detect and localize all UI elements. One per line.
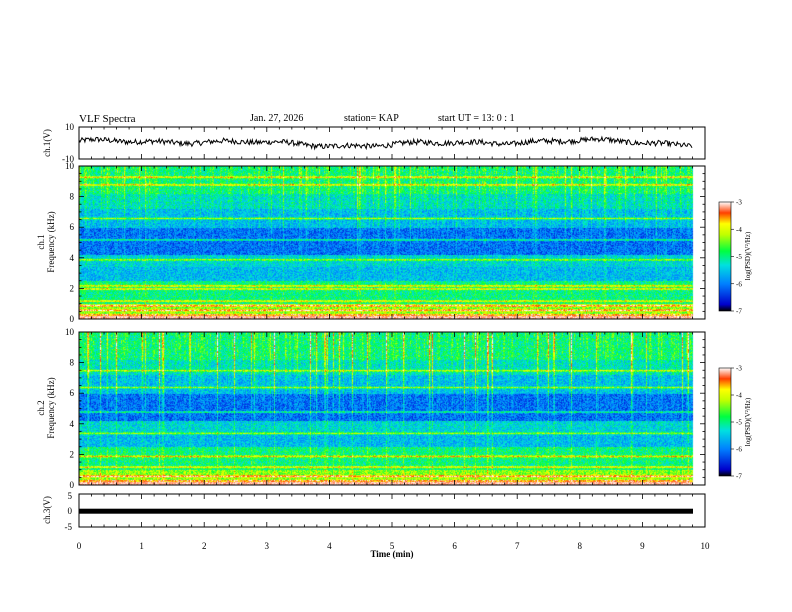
ch2-colorbar-tick: -6 [736, 446, 742, 454]
ch1-spectrogram-ylabel-top: ch.1 [36, 234, 46, 249]
ch2-ytick-label: 10 [65, 327, 75, 337]
ch1-ytick-top: 10 [65, 122, 75, 132]
ch1-colorbar-gradient [718, 201, 732, 312]
ch1-ytick-label: 8 [70, 192, 75, 202]
ch3-ytick-top: 5 [68, 491, 73, 501]
x-tick-label: 8 [578, 541, 583, 551]
ch2-colorbar-tick: -3 [736, 365, 742, 373]
ch2-colorbar-tick: -7 [736, 473, 742, 481]
ch1-colorbar-label: log(PSD)(V²/Hz) [744, 231, 752, 280]
ch1-spectrogram-panel: 0 2 4 6 8 10 ch.1 Frequency (kHz) [36, 161, 706, 324]
ch1-colorbar-tick: -3 [736, 199, 742, 207]
x-tick-label: 6 [452, 541, 457, 551]
x-tick-label: 0 [77, 541, 82, 551]
ch1-ytick-bottom: -10 [62, 154, 74, 164]
ch1-waveform-ylabel: ch.1(V) [42, 129, 52, 157]
ch2-colorbar-tick: -5 [736, 419, 742, 427]
ch2-colorbar: log(PSD)(V²/Hz) -3 -4 -5 -6 -7 [718, 365, 752, 481]
ch1-colorbar-tick: -7 [736, 308, 742, 316]
ch3-ylabel: ch.3(V) [42, 496, 52, 524]
ch1-waveform-line [78, 135, 693, 151]
ch3-signal-line [79, 508, 693, 514]
ch1-ytick-label: 2 [70, 283, 75, 293]
ch1-colorbar: log(PSD)(V²/Hz) -3 -4 -5 -6 -7 [718, 199, 752, 316]
ch3-ytick-mid: 0 [68, 506, 73, 516]
ch2-spectrogram-ylabel: Frequency (kHz) [46, 377, 56, 438]
ch2-ytick-label: 0 [70, 480, 75, 490]
ch2-spectrogram-image [79, 332, 705, 485]
ch2-colorbar-tick: -4 [736, 392, 742, 400]
start-time-label: start UT = 13: 0 : 1 [438, 113, 515, 124]
ch2-colorbar-gradient [718, 367, 732, 477]
ch2-ytick-label: 4 [70, 419, 75, 429]
ch2-ytick-label: 6 [70, 388, 75, 398]
ch1-colorbar-tick: -6 [736, 280, 742, 288]
x-tick-label: 3 [265, 541, 270, 551]
x-tick-label: 5 [390, 541, 395, 551]
ch1-ytick-label: 6 [70, 222, 75, 232]
ch1-ytick-label: 0 [70, 314, 75, 324]
ch3-ytick-bottom: -5 [65, 522, 73, 532]
ch2-colorbar-label: log(PSD)(V²/Hz) [744, 397, 752, 446]
x-tick-label: 4 [327, 541, 332, 551]
x-tick-label: 2 [202, 541, 207, 551]
ch1-ytick-label: 4 [70, 253, 75, 263]
x-tick-label: 7 [515, 541, 520, 551]
date-label: Jan. 27, 2026 [250, 113, 304, 124]
ch2-spectrogram-panel: 0 2 4 6 8 10 ch.2 Frequency (kHz) [36, 327, 706, 490]
ch1-colorbar-tick: -4 [736, 226, 742, 234]
ch1-spectrogram-image [79, 166, 705, 319]
ch2-ytick-label: 8 [70, 358, 75, 368]
ch2-spectrogram-ylabel-top: ch.2 [36, 400, 46, 415]
ch2-ytick-label: 2 [70, 449, 75, 459]
x-tick-label: 1 [139, 541, 144, 551]
x-tick-label: 10 [701, 541, 711, 551]
x-tick-label: 9 [640, 541, 645, 551]
ch1-ytick-label: 10 [65, 161, 75, 171]
station-label: station= KAP [344, 113, 399, 124]
ch1-spectrogram-ylabel: Frequency (kHz) [46, 211, 56, 272]
chart-title: VLF Spectra [79, 113, 136, 125]
ch1-colorbar-tick: -5 [736, 253, 742, 261]
x-axis-title: Time (min) [370, 549, 413, 559]
